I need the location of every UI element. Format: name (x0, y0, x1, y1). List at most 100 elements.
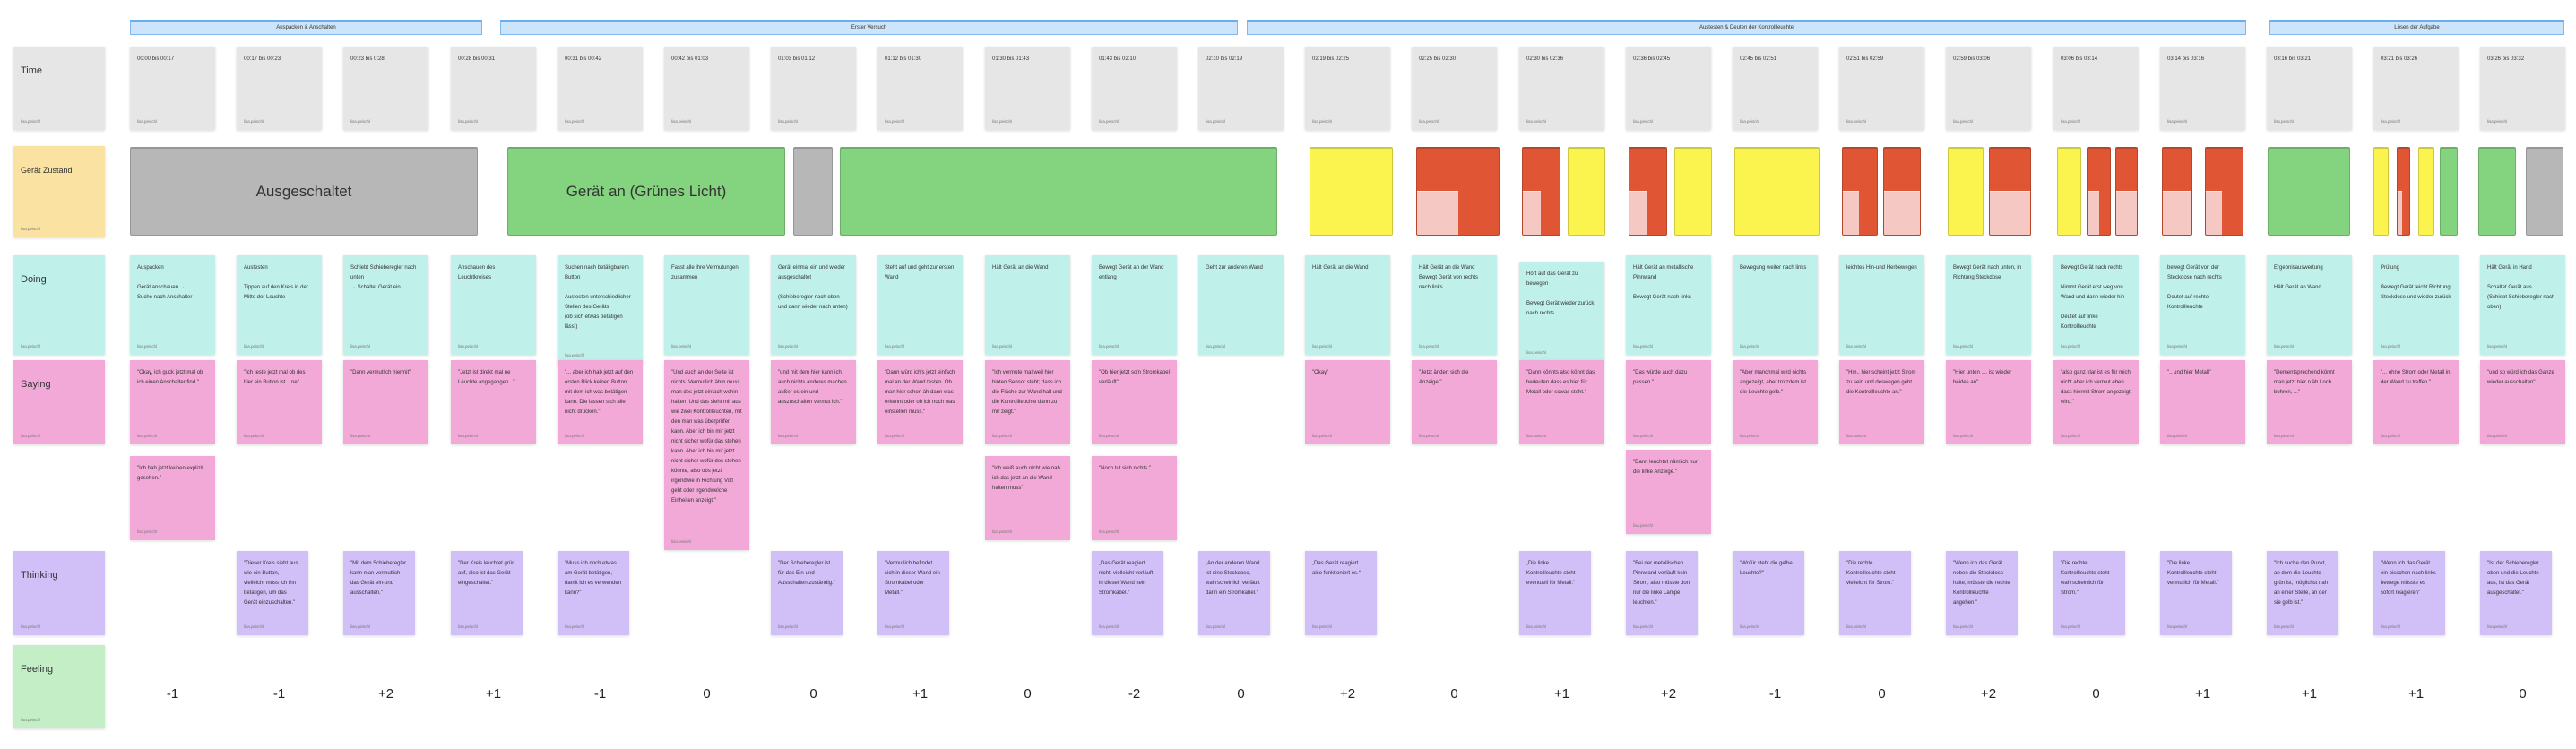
saying-sticky[interactable]: "Dann könnts also könnt das bedeuten das… (1519, 360, 1604, 444)
thinking-sticky[interactable]: „Die linke Kontrollleuchte steht eventue… (1519, 551, 1591, 635)
time-sticky[interactable]: 02:30 bis 02:36 lisa.peischl (1519, 47, 1604, 130)
time-sticky[interactable]: 01:12 bis 01:30 lisa.peischl (877, 47, 963, 130)
thinking-sticky[interactable]: "Die rechte Kontrollleuchte steht vielle… (1839, 551, 1911, 635)
doing-sticky[interactable]: Auspacken Gerät anschauen → Suche nach A… (130, 255, 215, 355)
time-sticky[interactable]: 02:19 bis 02:25 lisa.peischl (1305, 47, 1390, 130)
thinking-sticky[interactable]: "Bei der metallischen Pinnwand verläuft … (1626, 551, 1698, 635)
device-state-red[interactable] (1989, 147, 2031, 236)
saying-sticky[interactable]: "Das würde auch dazu passen." lisa.peisch… (1626, 360, 1711, 444)
thinking-sticky[interactable]: "Ich suche den Punkt, an dem die Leuchte… (2267, 551, 2338, 635)
row-label-saying[interactable]: Saying lisa.peischl (13, 360, 105, 444)
device-state-off[interactable]: Ausgeschaltet (130, 147, 478, 236)
saying-sticky[interactable]: "Okay, ich guck jetzt mal ob ich einen A… (130, 360, 215, 444)
saying-sticky[interactable]: "Ich weiß auch nicht wie nah ich das jet… (985, 456, 1070, 540)
row-label-gerat-zustand[interactable]: Gerät Zustand lisa.peischl (13, 146, 105, 237)
device-state-green[interactable] (2478, 147, 2516, 236)
doing-sticky[interactable]: Bewegt Gerät nach rechts Nimmt Gerät ers… (2053, 255, 2139, 355)
row-label-thinking[interactable]: Thinking lisa.peischl (13, 551, 105, 635)
device-state-yellow[interactable] (1948, 147, 1984, 236)
phase-erster-versuch[interactable]: Erster Versuch (500, 20, 1238, 35)
saying-sticky[interactable]: "Okay" lisa.peischl (1305, 360, 1390, 444)
thinking-sticky[interactable]: "Der Kreis leuchtet grün auf, also ist d… (451, 551, 523, 635)
doing-sticky[interactable]: Prüfung Bewegt Gerät leicht Richtung Ste… (2373, 255, 2459, 355)
doing-sticky[interactable]: Bewegt Gerät an der Wand entlang lisa.pei… (1092, 255, 1177, 355)
time-sticky[interactable]: 00:31 bis 00:42 lisa.peischl (558, 47, 643, 130)
saying-sticky[interactable]: "also ganz klar ist es für mich nicht ab… (2053, 360, 2139, 444)
thinking-sticky[interactable]: "Die rechte Kontrollleuchte steht wahrsc… (2053, 551, 2125, 635)
device-state-green[interactable]: Gerät an (Grünes Licht) (507, 147, 785, 236)
saying-sticky[interactable]: "... ohne Strom oder Metall in der Wand … (2373, 360, 2459, 444)
device-state-yellow[interactable] (2373, 147, 2389, 236)
saying-sticky[interactable]: "Ob hier jetzt so'n Stromkabel verläuft"… (1092, 360, 1177, 444)
doing-sticky[interactable]: Hält Gerät an die Wand lisa.peischl (1305, 255, 1390, 355)
device-state-red[interactable] (2162, 147, 2192, 236)
saying-sticky[interactable]: "und so würd ich das Ganze wieder aussch… (2480, 360, 2565, 444)
saying-sticky[interactable]: "Ich hab jetzt keinen explizit gesehen."… (130, 456, 215, 540)
phase-auspacken-anschalten[interactable]: Auspacken & Anschalten (130, 20, 482, 35)
device-state-green[interactable] (2268, 147, 2350, 236)
doing-sticky[interactable]: Bewegt Gerät nach unten, in Richtung Ste… (1946, 255, 2031, 355)
device-state-red[interactable] (1629, 147, 1667, 236)
device-state-green[interactable] (840, 147, 1277, 236)
row-label-time[interactable]: Time lisa.peischl (13, 47, 105, 130)
device-state-yellow[interactable] (2418, 147, 2434, 236)
time-sticky[interactable]: 00:17 bis 00:23 lisa.peischl (237, 47, 322, 130)
doing-sticky[interactable]: Hält Gerät an die Wand lisa.peischl (985, 255, 1070, 355)
saying-sticky[interactable]: "Jetzt ändert sich die Anzeige." lisa.pei… (1412, 360, 1497, 444)
saying-sticky[interactable]: "Aber manchmal wird nichts angezeigt, ab… (1733, 360, 1818, 444)
thinking-sticky[interactable]: „Das Gerät reagiert nicht, vielleicht ve… (1092, 551, 1163, 635)
time-sticky[interactable]: 00:23 bis 0:28 lisa.peischl (343, 47, 428, 130)
saying-sticky[interactable]: "Dann vermutlich hiermit" lisa.peischl (343, 360, 428, 444)
device-state-red[interactable] (2397, 147, 2410, 236)
saying-sticky[interactable]: ".. und hier Metall" lisa.peischl (2160, 360, 2245, 444)
time-sticky[interactable]: 01:30 bis 01:43 lisa.peischl (985, 47, 1070, 130)
thinking-sticky[interactable]: "Wenn ich das Gerät neben die Steckdose … (1946, 551, 2018, 635)
thinking-sticky[interactable]: "Wenn ich das Gerät ein bisschen nach li… (2373, 551, 2445, 635)
doing-sticky[interactable]: Bewegung weiter nach links lisa.peischl (1733, 255, 1818, 355)
time-sticky[interactable]: 03:21 bis 03:26 lisa.peischl (2373, 47, 2459, 130)
device-state-red[interactable] (1842, 147, 1878, 236)
thinking-sticky[interactable]: "Mit dem Schieberegler kann man vermutli… (343, 551, 415, 635)
phase-austesten-deuten[interactable]: Austesten & Deuten der Kontrollleuchte (1247, 20, 2246, 35)
saying-sticky[interactable]: "Ich teste jetzt mal ob des hier ein But… (237, 360, 322, 444)
device-state-red[interactable] (2115, 147, 2138, 236)
doing-sticky[interactable]: Suchen nach betätigbarem Button Austeste… (558, 255, 643, 364)
thinking-sticky[interactable]: "Die linke Kontrollleuchte steht vermutl… (2160, 551, 2232, 635)
time-sticky[interactable]: 00:42 bis 01:03 lisa.peischl (664, 47, 749, 130)
saying-sticky[interactable]: "Dementsprechend könnt man jetzt hier n … (2267, 360, 2352, 444)
time-sticky[interactable]: 00:00 bis 00:17 lisa.peischl (130, 47, 215, 130)
device-state-red[interactable] (2205, 147, 2243, 236)
doing-sticky[interactable]: Anschauen des Leuchtkreises lisa.peischl (451, 255, 536, 355)
time-sticky[interactable]: 02:45 bis 02:51 lisa.peischl (1733, 47, 1818, 130)
device-state-red[interactable] (1522, 147, 1560, 236)
row-label-doing[interactable]: Doing lisa.peischl (13, 255, 105, 355)
time-sticky[interactable]: 02:25 bis 02:30 lisa.peischl (1412, 47, 1497, 130)
row-label-feeling[interactable]: Feeling lisa.peischl (13, 645, 105, 728)
device-state-red[interactable] (2087, 147, 2111, 236)
device-state-red[interactable] (1883, 147, 1921, 236)
doing-sticky[interactable]: Gerät einmal ein und wieder ausgeschalte… (771, 255, 856, 355)
saying-sticky[interactable]: "Jetzt ist direkt mal ne Leuchte angegan… (451, 360, 536, 444)
thinking-sticky[interactable]: "Der Schieberegler ist für das Ein-und A… (771, 551, 843, 635)
doing-sticky[interactable]: Austesten Tippen auf den Kreis in der Mi… (237, 255, 322, 355)
doing-sticky[interactable]: Ergebnisauswertung Hält Gerät an Wand lis… (2267, 255, 2352, 355)
phase-loesen-aufgabe[interactable]: Lösen der Aufgabe (2269, 20, 2564, 35)
time-sticky[interactable]: 01:03 bis 01:12 lisa.peischl (771, 47, 856, 130)
doing-sticky[interactable]: leichtes Hin-und Herbewegen lisa.peischl (1839, 255, 1924, 355)
saying-sticky[interactable]: "Hm.. hier scheint jetzt Strom zu sein u… (1839, 360, 1924, 444)
device-state-red[interactable] (1416, 147, 1500, 236)
doing-sticky[interactable]: Geht zur anderen Wand lisa.peischl (1198, 255, 1284, 355)
device-state-yellow[interactable] (1568, 147, 1605, 236)
saying-sticky[interactable]: "und mit dem hier kann ich auch nichts a… (771, 360, 856, 444)
time-sticky[interactable]: 03:06 bis 03:14 lisa.peischl (2053, 47, 2139, 130)
time-sticky[interactable]: 02:36 bis 02:45 lisa.peischl (1626, 47, 1711, 130)
time-sticky[interactable]: 00:28 bis 00:31 lisa.peischl (451, 47, 536, 130)
doing-sticky[interactable]: Schiebt Schieberegler nach unten → Schal… (343, 255, 428, 355)
saying-sticky[interactable]: "... aber ich hab jetzt auf den ersten B… (558, 360, 643, 444)
saying-sticky[interactable]: "Dann leuchtet nämlich nur die linke Anz… (1626, 450, 1711, 534)
device-state-yellow[interactable] (1310, 147, 1393, 236)
time-sticky[interactable]: 03:14 bis 03:16 lisa.peischl (2160, 47, 2245, 130)
saying-sticky[interactable]: "Dann würd ich's jetzt einfach mal an de… (877, 360, 963, 444)
doing-sticky[interactable]: Fasst alle ihre Vermutungen zusammen lisa… (664, 255, 749, 355)
device-state-yellow[interactable] (1734, 147, 1820, 236)
